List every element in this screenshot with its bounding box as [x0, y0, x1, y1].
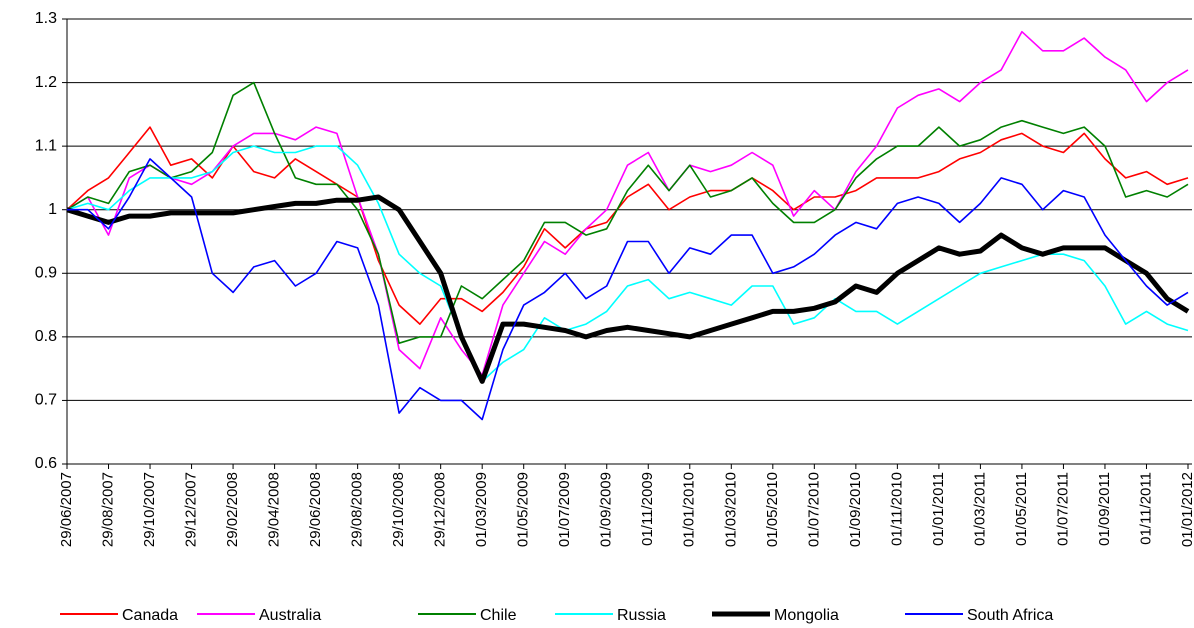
x-tick-label: 01/03/2009 [473, 472, 490, 547]
y-tick-label: 1.2 [35, 74, 57, 91]
x-tick-label: 01/07/2009 [556, 472, 573, 547]
x-tick-label: 29/12/2007 [183, 472, 200, 547]
series-line [66, 30, 1189, 376]
y-tick-label: 0.9 [35, 265, 57, 282]
y-tick-label: 0.6 [35, 455, 57, 472]
x-tick-label: 01/05/2009 [515, 472, 532, 547]
series-line [66, 194, 1190, 384]
x-tick-label: 01/09/2011 [1096, 472, 1113, 546]
x-tick-label: 29/06/2008 [307, 472, 324, 547]
x-tick-label: 01/09/2009 [598, 472, 615, 547]
x-tick-label: 29/06/2007 [58, 472, 75, 547]
legend-label: Mongolia [774, 607, 839, 624]
y-tick-label: 0.8 [35, 328, 57, 345]
x-tick-label: 01/01/2011 [930, 472, 947, 546]
series-line [67, 158, 1189, 421]
legend-label: Russia [617, 607, 666, 624]
x-tick-label: 01/03/2011 [971, 472, 988, 546]
x-tick-label: 01/11/2010 [888, 472, 905, 546]
legend-label: Chile [480, 607, 517, 624]
series-line [66, 126, 1189, 325]
x-tick-label: 29/08/2007 [99, 472, 116, 547]
series-line [66, 145, 1189, 383]
legend-label: Australia [259, 607, 321, 624]
x-tick-label: 01/07/2011 [1054, 472, 1071, 546]
x-tick-label: 01/05/2011 [1013, 472, 1030, 546]
x-tick-label: 01/01/2012 [1179, 472, 1194, 547]
legend-label: South Africa [967, 607, 1053, 624]
x-tick-label: 01/05/2010 [764, 472, 781, 547]
x-tick-label: 01/09/2010 [847, 472, 864, 547]
x-tick-label: 01/11/2009 [639, 472, 656, 546]
x-tick-label: 01/01/2010 [681, 472, 698, 547]
y-tick-label: 1 [48, 201, 57, 218]
x-tick-label: 29/02/2008 [224, 472, 241, 547]
x-tick-label: 29/12/2008 [432, 472, 449, 547]
x-tick-label: 01/03/2010 [722, 472, 739, 547]
y-tick-label: 1.3 [35, 10, 57, 27]
x-tick-label: 01/11/2011 [1137, 472, 1154, 545]
x-tick-label: 29/10/2008 [390, 472, 407, 547]
y-tick-label: 0.7 [35, 392, 57, 409]
x-tick-label: 29/08/2008 [349, 472, 366, 547]
x-tick-label: 29/10/2007 [141, 472, 158, 547]
x-tick-label: 01/07/2010 [805, 472, 822, 547]
legend-label: Canada [122, 607, 178, 624]
x-tick-label: 29/04/2008 [266, 472, 283, 547]
series-line [66, 81, 1189, 344]
y-tick-label: 1.1 [35, 137, 57, 154]
